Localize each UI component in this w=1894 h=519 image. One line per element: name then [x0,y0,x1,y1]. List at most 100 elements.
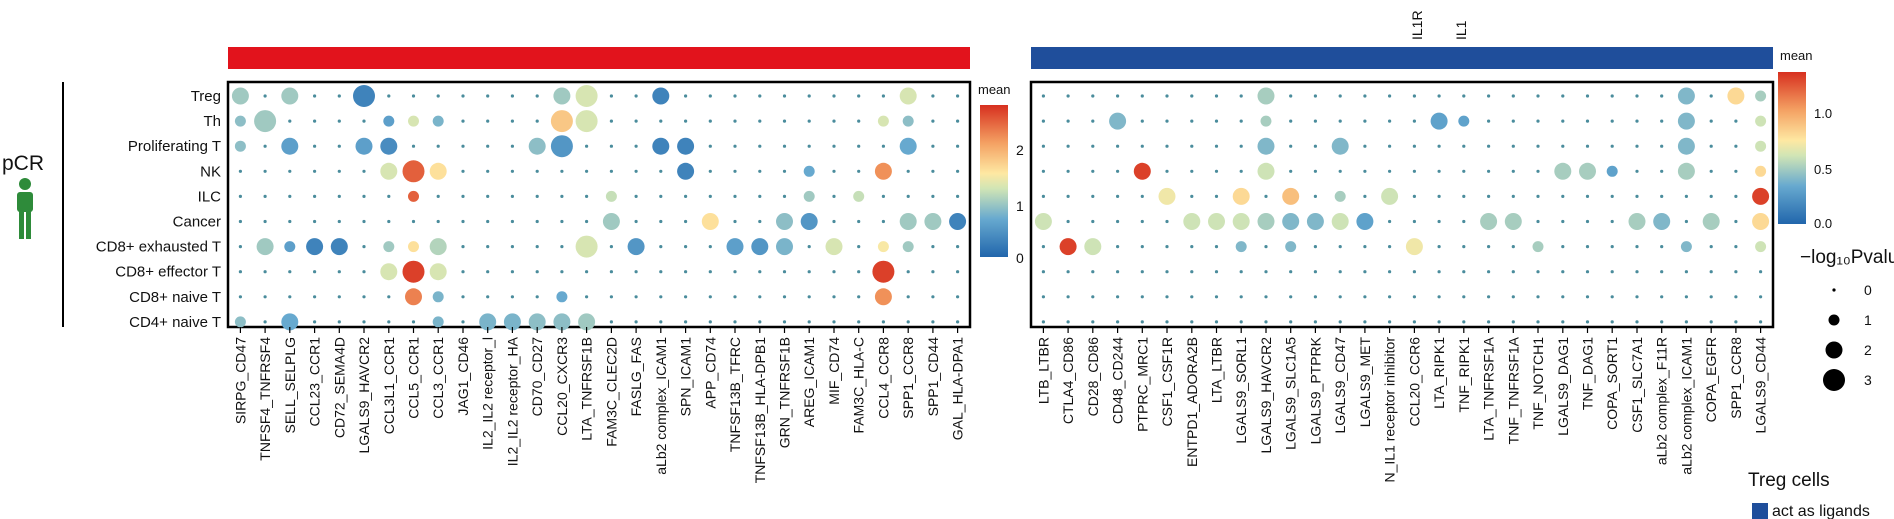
dot-nonsig [659,194,663,198]
dot-nonsig [1487,270,1491,274]
dot-nonsig [486,94,490,98]
dot-nonsig [881,219,886,224]
dot-nonsig [758,144,762,148]
dot [1232,213,1250,230]
column-label: AREG_ICAM1 [801,337,817,427]
dot-nonsig [1165,144,1169,148]
dot-nonsig [1709,94,1713,98]
dot [902,241,914,253]
dot [874,288,892,306]
column-label: LGALS9_SLC1A5 [1283,337,1299,450]
legend-role-item: act as ligands [1772,503,1870,519]
dot [1133,162,1151,180]
dot-nonsig [1660,94,1664,98]
dot [380,137,398,155]
dot-nonsig [1734,245,1738,249]
dot-nonsig [1561,295,1565,299]
dot-nonsig [1313,194,1317,198]
dot [1702,213,1720,230]
dot-nonsig [1734,119,1738,123]
dot-nonsig [956,295,960,299]
dot-nonsig [486,194,490,198]
dot [877,115,889,127]
dot-nonsig [1190,144,1194,148]
dot [652,87,670,105]
dot [1257,137,1275,155]
column-label: APP_CD74 [702,337,718,409]
dot-nonsig [609,144,614,148]
dot-nonsig [1289,119,1293,123]
dot-nonsig [313,295,317,299]
dot-nonsig [461,245,465,249]
dot [899,137,917,155]
dot-nonsig [263,169,267,173]
dot-nonsig [510,94,514,98]
dot [1282,213,1300,230]
dot-nonsig [659,169,663,173]
dot-nonsig [510,245,514,249]
dot-nonsig [1338,119,1342,123]
dot [1381,187,1399,205]
pvalue-key-label: 1 [1864,312,1872,328]
dot [1606,165,1618,177]
dot-nonsig [288,119,292,123]
dot-nonsig [931,144,935,148]
dot-nonsig [1759,270,1763,274]
dot [627,238,645,256]
legend-mean-left-colorbar [980,105,1008,257]
column-label: FAM3C_HLA-C [851,337,867,433]
dot [1084,238,1102,256]
dot-nonsig [1561,94,1565,98]
dot-nonsig [1338,245,1342,249]
dot-nonsig [1462,219,1466,224]
dot-nonsig [1487,169,1491,173]
dot-nonsig [1511,94,1515,98]
dot-nonsig [1536,144,1540,148]
dot-nonsig [1709,169,1713,173]
dot [556,291,568,303]
dot-nonsig [931,245,935,249]
column-label: GAL_HLA-DPA1 [950,337,966,440]
dot-nonsig [313,169,317,173]
column-label: SPP1_CCR8 [900,337,916,419]
dot-nonsig [1289,320,1293,324]
dot [234,316,246,328]
dot-nonsig [782,194,787,198]
column-label: FAM3C_CLEC2D [603,337,619,447]
dot-nonsig [956,320,960,324]
dot-nonsig [1536,270,1540,274]
dot [652,137,670,155]
column-label: SPN_ICAM1 [678,337,694,417]
dot-nonsig [387,194,391,198]
dot-nonsig [956,119,960,123]
dot-nonsig [832,144,836,148]
dot-nonsig [733,194,737,198]
dot-nonsig [1734,320,1738,324]
dot-nonsig [1437,245,1441,249]
row-labels: Treg Th Proliferating T NK ILC Cancer CD8+ exh… [96,88,221,331]
legend-mean-right-colorbar [1778,72,1806,224]
dot-nonsig [1412,320,1416,324]
dot-nonsig [1511,119,1515,123]
dot-nonsig [931,320,935,324]
dot-nonsig [1610,245,1614,249]
dot [1235,241,1247,253]
dot-nonsig [1140,270,1144,274]
dot-nonsig [1388,320,1392,324]
legend-mean-right-title: mean [1780,48,1813,63]
dot-nonsig [1684,219,1688,224]
dot [899,213,917,230]
dot [776,238,793,256]
dot-nonsig [1759,320,1763,324]
dot-nonsig [1313,94,1317,98]
dot-nonsig [807,320,811,324]
dot-nonsig [387,94,391,98]
pvalue-key-label: 3 [1864,372,1872,388]
dot-nonsig [1660,320,1664,324]
dot [231,87,249,105]
dot [1034,213,1052,230]
dot-nonsig [288,270,292,274]
dot [605,190,617,202]
dot-nonsig [585,295,589,299]
